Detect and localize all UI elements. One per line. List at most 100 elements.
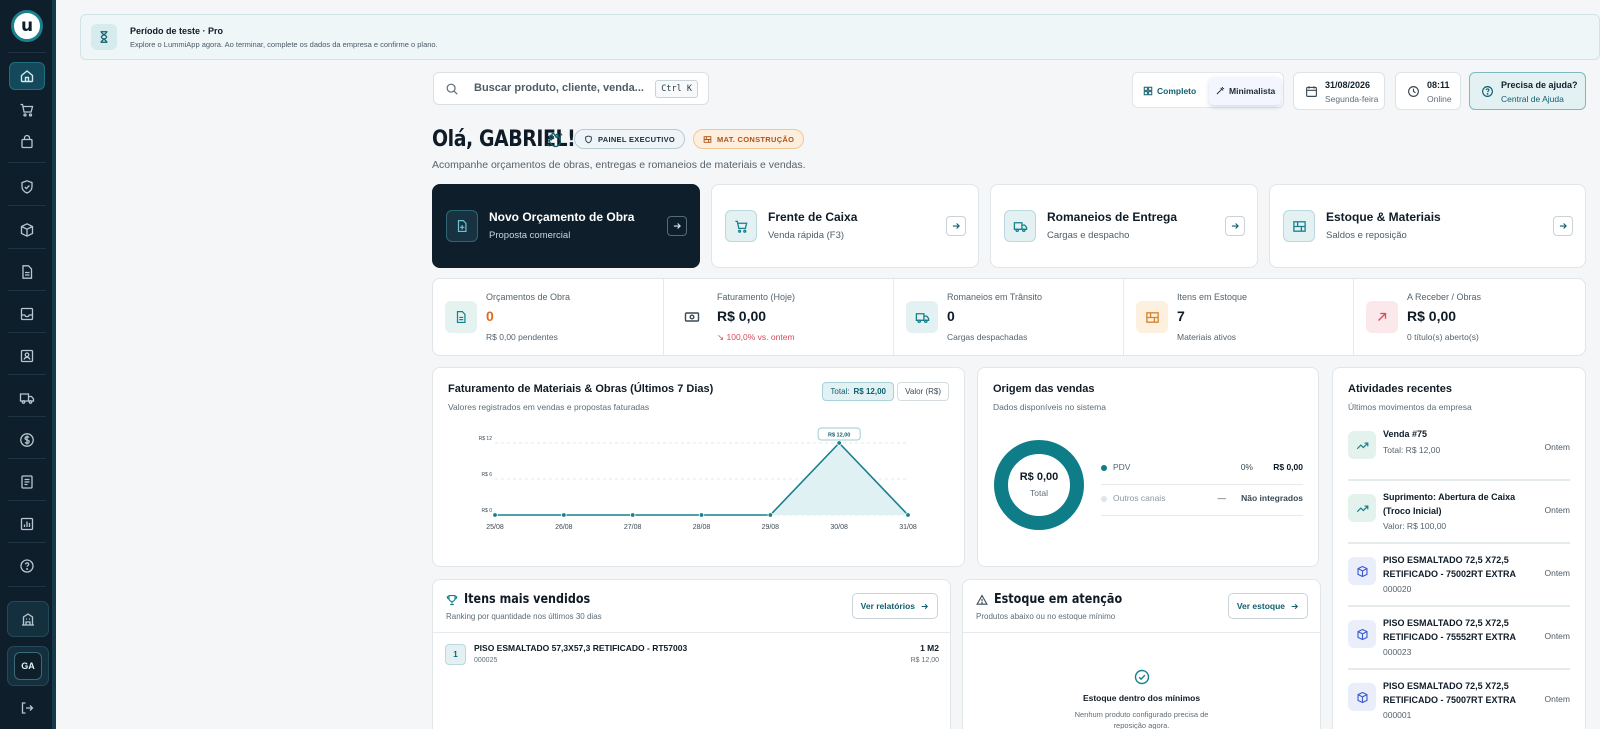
y-tick-label: R$ 6 (481, 472, 492, 478)
top-item-row[interactable]: 1 PISO ESMALTADO 57,3X57,3 RETIFICADO - … (445, 641, 939, 675)
sidebar-item-contacts[interactable] (9, 342, 45, 370)
sidebar-item-inbox[interactable] (9, 300, 45, 328)
kpi-receivables-label: A Receber / Obras (1407, 292, 1482, 302)
help-icon (20, 559, 34, 573)
activity-item[interactable]: PISO ESMALTADO 72,5 X72,5 RETIFICADO - 7… (1348, 607, 1570, 670)
document-icon (445, 301, 477, 333)
donut-center-value: R$ 0,00 (1019, 471, 1059, 483)
kpi-stock-items[interactable]: Itens em Estoque 7 Materiais ativos (1123, 279, 1353, 355)
inbox-icon (20, 307, 34, 321)
sidebar-item-sales[interactable] (9, 96, 45, 124)
pos-title: Frente de Caixa (768, 210, 858, 224)
sidebar-item-products[interactable] (9, 216, 45, 244)
view-reports-button[interactable]: Ver relatórios (851, 593, 938, 619)
legend-dot (1101, 496, 1107, 502)
kpi-quotes[interactable]: Orçamentos de Obra 0 R$ 0,00 pendentes (433, 279, 663, 355)
activity-item[interactable]: PISO ESMALTADO 72,5 X72,5 RETIFICADO - 7… (1348, 670, 1570, 729)
revenue-total-value: R$ 12,00 (853, 387, 886, 396)
sidebar-item-finance[interactable] (9, 426, 45, 454)
value-toggle-button[interactable]: Valor (R$) (897, 382, 949, 401)
sales-origin-subtitle: Dados disponíveis no sistema (993, 402, 1106, 412)
origin-row-amount: Não integrados (1241, 493, 1303, 503)
search-input[interactable]: Buscar produto, cliente, venda... Ctrl K (433, 72, 709, 105)
sidebar-item-security[interactable] (9, 173, 45, 201)
view-stock-button[interactable]: Ver estoque (1227, 593, 1308, 619)
sidebar-item-delivery[interactable] (9, 384, 45, 412)
activities-title: Atividades recentes (1348, 383, 1452, 395)
date-chip[interactable]: 31/08/2026 Segunda-feira (1293, 72, 1385, 110)
delivery-card[interactable]: Romaneios de Entrega Cargas e despacho (990, 184, 1258, 268)
logout-button[interactable] (9, 694, 45, 722)
kpi-revenue[interactable]: Faturamento (Hoje) R$ 0,00 ↘ 100,0% vs. … (663, 279, 893, 355)
receipt-icon (21, 475, 33, 489)
kpi-receivables-sub: 0 título(s) aberto(s) (1407, 332, 1479, 342)
stock-attention-panel: Estoque em atenção Produtos abaixo ou no… (962, 579, 1321, 729)
warehouse-icon (1283, 210, 1315, 242)
sidebar-divider (8, 542, 46, 543)
origin-row-pdv: PDV 0% R$ 0,00 (1101, 462, 1303, 476)
sales-origin-panel: Origem das vendas Dados disponíveis no s… (977, 367, 1319, 567)
stock-card[interactable]: Estoque & Materiais Saldos e reposição (1269, 184, 1586, 268)
x-tick-label: 25/08 (486, 524, 504, 531)
activity-item[interactable]: PISO ESMALTADO 72,5 X72,5 RETIFICADO - 7… (1348, 544, 1570, 607)
help-icon (1482, 86, 1493, 97)
kpi-in-transit[interactable]: Romaneios em Trânsito 0 Cargas despachad… (893, 279, 1123, 355)
view-mode-minimal-button[interactable]: Minimalista (1209, 77, 1282, 105)
data-point (836, 440, 842, 446)
activity-title: Suprimento: Abertura de Caixa (Troco Ini… (1383, 492, 1516, 516)
activity-item[interactable]: Venda #75 Total: R$ 12,00 Ontem (1348, 418, 1570, 481)
origin-row-pct: — (1217, 493, 1227, 503)
peak-label: R$ 12,00 (828, 433, 850, 439)
origin-row-name: Outros canais (1113, 493, 1166, 503)
sidebar-divider (8, 162, 46, 163)
y-tick-label: R$ 12 (479, 436, 493, 442)
data-point (561, 512, 567, 518)
stock-attention-subtitle: Produtos abaixo ou no estoque mínimo (976, 612, 1116, 621)
sidebar-item-receipts[interactable] (9, 468, 45, 496)
kpi-receivables[interactable]: A Receber / Obras R$ 0,00 0 título(s) ab… (1353, 279, 1585, 355)
top-item-qty: 1 M2 (920, 643, 939, 653)
x-tick-label: 26/08 (555, 524, 573, 531)
sidebar-item-reports[interactable] (9, 510, 45, 538)
data-point (767, 512, 774, 518)
company-button[interactable] (7, 601, 49, 637)
origin-row-others: Outros canais — Não integrados (1101, 493, 1303, 507)
sidebar-item-documents[interactable] (9, 258, 45, 286)
truck-icon (19, 393, 35, 404)
help-center-button[interactable]: Precisa de ajuda? Central de Ajuda (1469, 72, 1586, 110)
new-quote-card[interactable]: Novo Orçamento de Obra Proposta comercia… (432, 184, 700, 268)
kpi-in-transit-value: 0 (947, 308, 955, 324)
revenue-area (495, 443, 908, 515)
top-items-panel: Itens mais vendidos Ranking por quantida… (432, 579, 951, 729)
data-point (492, 512, 498, 518)
revenue-chart-title: Faturamento de Materiais & Obras (Último… (448, 383, 714, 395)
brick-icon (1136, 301, 1168, 333)
kpi-quotes-label: Orçamentos de Obra (486, 292, 571, 302)
activity-item[interactable]: Suprimento: Abertura de Caixa (Troco Ini… (1348, 481, 1570, 544)
origin-row-pct: 0% (1240, 462, 1253, 472)
sidebar-item-purchases[interactable] (9, 128, 45, 156)
user-menu[interactable]: GA (7, 646, 49, 686)
top-item-name: PISO ESMALTADO 57,3X57,3 RETIFICADO - RT… (474, 643, 688, 653)
search-shortcut: Ctrl K (655, 80, 698, 98)
arrow-right-icon (1553, 216, 1573, 236)
sidebar-divider (8, 205, 46, 206)
view-mode-full-button[interactable]: Completo (1137, 77, 1202, 105)
shield-icon (585, 135, 592, 143)
clock-icon (1408, 86, 1419, 97)
grid-icon (1143, 86, 1153, 96)
sidebar-divider (8, 248, 46, 249)
brick-icon (703, 135, 712, 143)
kpi-revenue-label: Faturamento (Hoje) (717, 292, 796, 302)
pos-card[interactable]: Frente de Caixa Venda rápida (F3) (711, 184, 979, 268)
app-logo[interactable]: u (11, 10, 43, 42)
arrow-up-right-icon (1366, 301, 1398, 333)
new-quote-title: Novo Orçamento de Obra (489, 210, 635, 224)
sidebar-item-home[interactable] (9, 62, 45, 90)
sidebar-item-help[interactable] (9, 552, 45, 580)
revenue-chart-panel: Faturamento de Materiais & Obras (Último… (432, 367, 965, 567)
x-tick-label: 27/08 (624, 524, 642, 531)
date-value: 31/08/2026 (1325, 80, 1371, 90)
y-tick-label: R$ 0 (481, 508, 492, 514)
view-mode-minimal-label: Minimalista (1229, 86, 1276, 96)
